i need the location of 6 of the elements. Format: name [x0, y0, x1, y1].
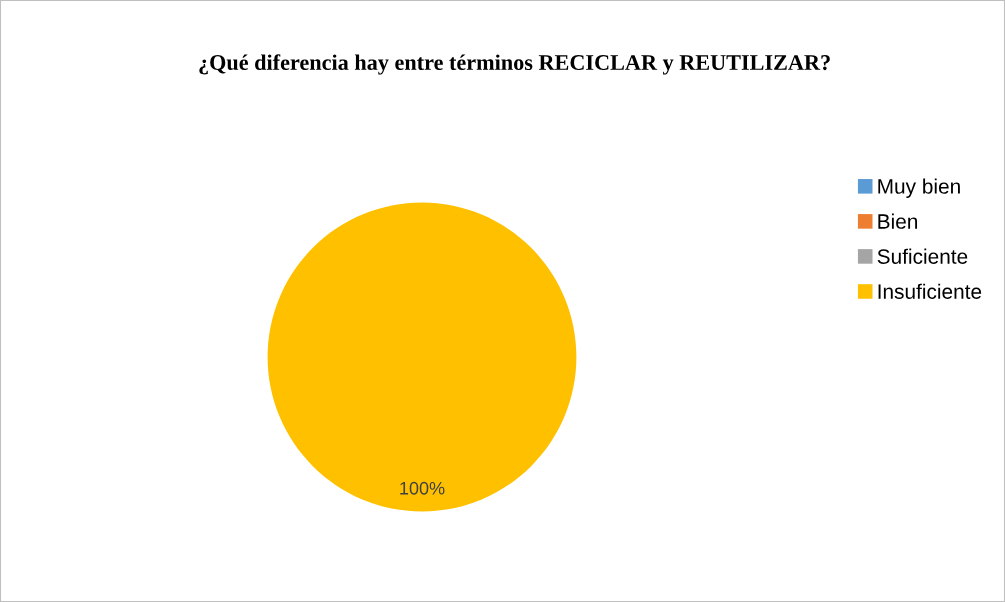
data-label: 100% [400, 481, 445, 495]
legend-label: Suficiente [877, 248, 968, 264]
legend-label: Muy bien [878, 178, 960, 198]
legend-label: Insuficiente [878, 283, 982, 299]
legend-label: Bien [878, 213, 918, 229]
chart-title: ¿Qué diferencia hay entre términos RECICLAR y REUTILIZAR? [199, 54, 830, 75]
